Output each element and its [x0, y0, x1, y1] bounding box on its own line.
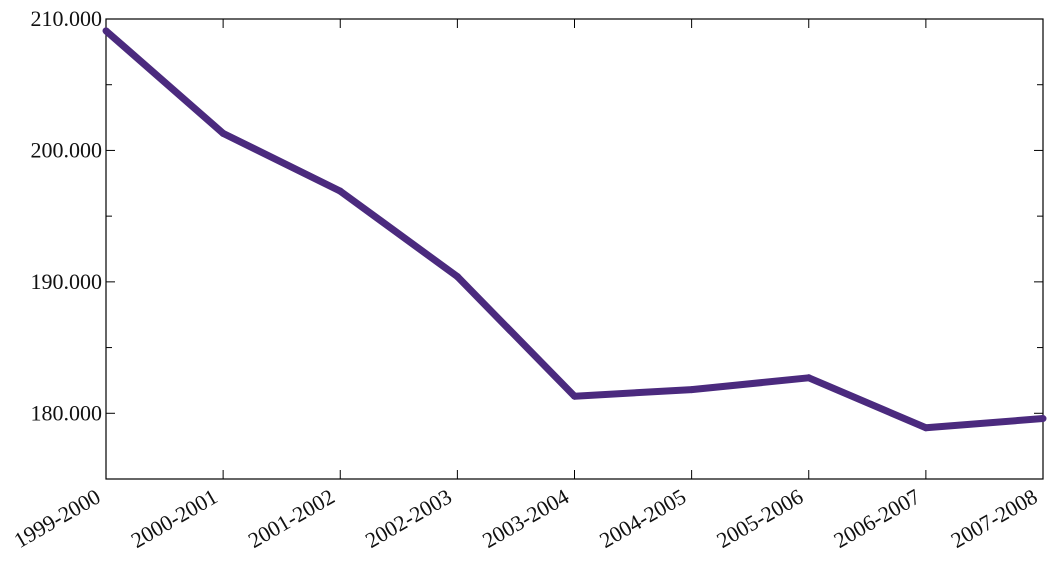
y-tick-label: 210.000: [31, 6, 103, 31]
data-point: [219, 129, 227, 137]
x-tick-label: 2002-2003: [361, 484, 456, 553]
x-tick-labels: 1999-2000 2000-2001 2001-2002 2002-2003 2003…: [9, 484, 1041, 553]
data-point: [102, 27, 110, 35]
data-point: [453, 273, 461, 281]
y-tick-label: 200.000: [31, 137, 103, 162]
x-tick-label: 1999-2000: [9, 484, 104, 553]
data-point: [688, 386, 696, 394]
series-group: [102, 27, 1047, 432]
y-tick-label: 180.000: [31, 400, 103, 425]
data-point: [922, 424, 930, 432]
x-tick-label: 2004-2005: [595, 484, 690, 553]
x-tick-label: 2007-2008: [946, 484, 1041, 553]
y-tick-label: 190.000: [31, 269, 103, 294]
data-point: [571, 392, 578, 400]
data-point: [805, 374, 813, 382]
x-tick-label: 2001-2002: [244, 484, 339, 553]
series-line: [103, 28, 1044, 432]
x-tick-label: 2000-2001: [127, 484, 222, 553]
axes: [105, 18, 1044, 480]
y-tick-labels: 180.000 190.000 200.000 210.000: [31, 6, 103, 425]
data-point: [1039, 415, 1047, 423]
x-tick-label: 2005-2006: [712, 484, 807, 553]
x-tick-label: 2003-2004: [478, 484, 573, 553]
ticks: [105, 18, 1044, 480]
plot-frame: [105, 18, 1044, 480]
data-point: [336, 187, 344, 195]
x-tick-label: 2006-2007: [829, 484, 924, 553]
